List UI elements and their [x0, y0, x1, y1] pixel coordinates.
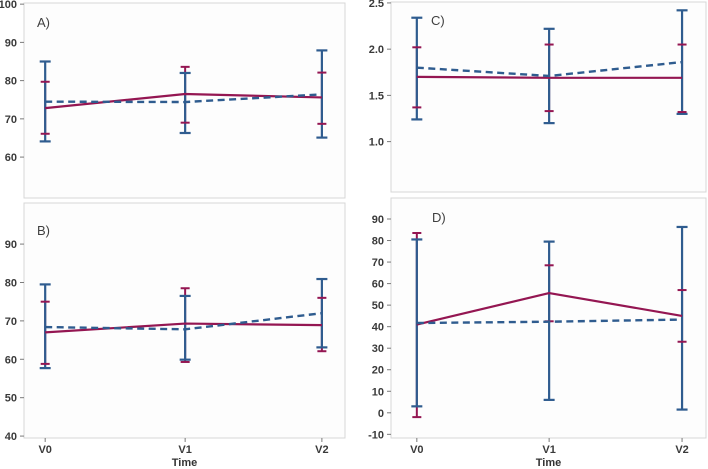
y-tick-label: 80 — [372, 236, 384, 248]
y-tick-label: 80 — [5, 76, 17, 88]
y-tick-label: 70 — [372, 257, 384, 269]
x-tick-label: V1 — [178, 444, 191, 456]
panel-A: 60 70 80 90 100 A) — [0, 0, 346, 199]
error-bar-group — [39, 283, 51, 370]
panel-D: -10 0 10 20 30 40 50 60 70 80 90 V0 V1 V2 Time D) — [368, 197, 707, 469]
y-tick-label: 80 — [5, 277, 17, 289]
y-tick-label: 70 — [5, 114, 17, 126]
series-line-dashed — [45, 93, 322, 104]
x-tick-label: V2 — [675, 444, 688, 456]
y-tick-label: 60 — [5, 354, 17, 366]
panel-B: 40 50 60 70 80 90 V0 V1 V2 Time B) — [5, 202, 346, 469]
y-tick-label: 50 — [5, 393, 17, 405]
y-tick-label: 70 — [5, 316, 17, 328]
y-tick-label: 20 — [372, 365, 384, 377]
y-tick-label: 0 — [378, 408, 384, 420]
y-tick-label: 90 — [5, 37, 17, 49]
y-tick-label: 40 — [372, 322, 384, 334]
series-line-dashed — [45, 312, 323, 331]
x-tick-label: V1 — [542, 444, 555, 456]
error-bar-group — [179, 287, 191, 363]
x-tick-label: V0 — [38, 444, 51, 456]
y-tick-label: 90 — [5, 239, 17, 251]
y-tick-label: 30 — [372, 343, 384, 355]
y-tick-label: 1.5 — [369, 90, 384, 102]
y-tick-label: 90 — [372, 214, 384, 226]
y-tick-label: 50 — [372, 300, 384, 312]
series-line-solid — [416, 75, 683, 79]
error-bar-group — [316, 49, 328, 139]
x-tick-label: V0 — [410, 444, 423, 456]
panel-C: 1.0 1.5 2.0 2.5 C) — [369, 0, 707, 193]
panel-letter-label: C) — [431, 13, 445, 28]
panel-letter-label: A) — [37, 15, 50, 30]
x-tick-label: V2 — [315, 444, 328, 456]
x-axis-title: Time — [172, 457, 197, 469]
y-tick-label: 1.0 — [369, 137, 384, 149]
y-tick-label: 60 — [372, 279, 384, 291]
y-tick-label: 2.5 — [369, 0, 384, 10]
series-line-dashed — [416, 60, 683, 78]
panel-letter-label: B) — [37, 223, 50, 238]
y-tick-label: 60 — [5, 152, 17, 164]
y-tick-label: 10 — [372, 386, 384, 398]
series-line-dashed — [416, 318, 683, 325]
y-tick-label: 100 — [0, 0, 17, 11]
series-line-solid — [416, 291, 683, 326]
x-axis-title: Time — [536, 457, 561, 469]
y-tick-label: -10 — [368, 429, 384, 441]
y-tick-label: 40 — [5, 431, 17, 443]
panel-letter-label: D) — [432, 210, 446, 225]
y-tick-label: 2.0 — [369, 44, 384, 56]
series-line-solid — [45, 322, 322, 334]
